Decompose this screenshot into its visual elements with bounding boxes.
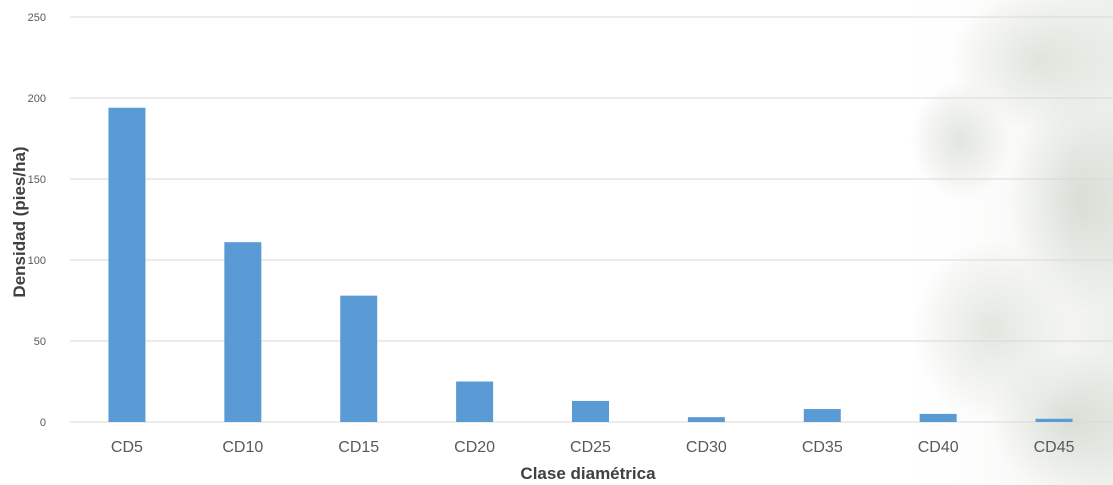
y-tick-label: 150 [28,174,46,186]
y-axis-title: Densidad (pies/ha) [10,146,29,297]
bar-cd35 [803,409,841,422]
y-tick-label: 250 [28,12,46,24]
x-axis-ticks: CD5 CD10 CD15 CD20 CD25 CD30 CD35 CD40 CD45 [111,439,1075,456]
bar-cd30 [687,417,725,422]
y-tick-label: 50 [34,336,46,348]
bar-cd40 [919,413,957,422]
bar-cd25 [572,400,609,422]
y-axis-ticks: 0 50 100 150 200 250 [28,12,46,429]
bars [108,107,1073,422]
bar-cd15 [340,295,378,422]
x-tick-label: CD20 [454,439,495,456]
x-tick-label: CD45 [1034,439,1075,456]
y-tick-label: 100 [28,255,46,267]
x-tick-label: CD5 [111,439,143,456]
x-tick-label: CD10 [222,439,263,456]
x-tick-label: CD25 [570,439,611,456]
bar-cd45 [1035,418,1073,422]
x-axis-title: Clase diamétrica [520,464,656,483]
x-tick-label: CD15 [338,439,379,456]
bar-cd10 [224,242,262,422]
bar-cd5 [108,107,146,422]
x-tick-label: CD30 [686,439,727,456]
bar-cd20 [456,381,494,422]
x-tick-label: CD35 [802,439,843,456]
y-tick-label: 200 [28,93,46,105]
x-tick-label: CD40 [918,439,959,456]
y-tick-label: 0 [40,417,46,429]
foliage-background [880,0,1113,485]
